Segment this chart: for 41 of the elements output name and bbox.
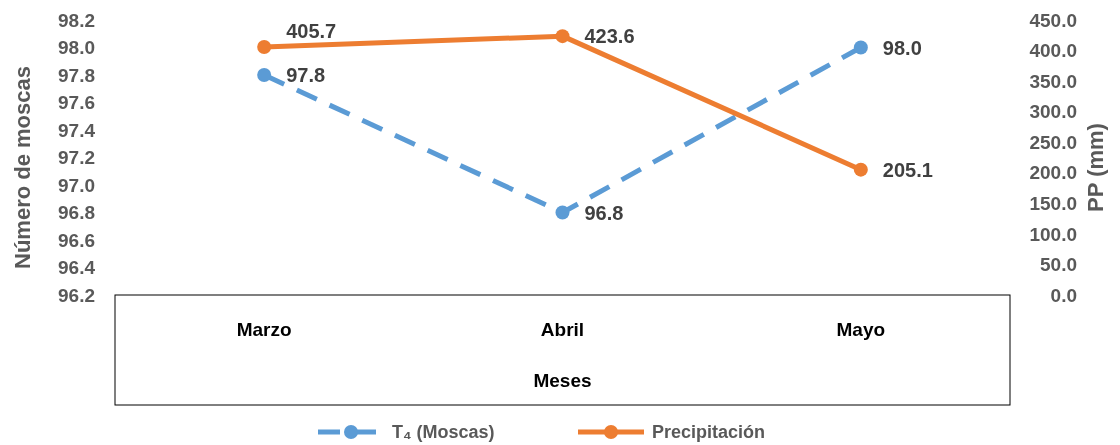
- y2-tick-label: 200.0: [1029, 162, 1077, 184]
- x-tick-label: Marzo: [236, 319, 292, 340]
- data-label: 98.0: [882, 36, 922, 59]
- data-label: 97.8: [286, 64, 326, 86]
- y2-tick-label: 350.0: [1029, 70, 1077, 92]
- y2-axis-title: PP (mm): [1083, 123, 1108, 212]
- point: [853, 40, 868, 55]
- y2-tick-label: 250.0: [1029, 131, 1077, 153]
- y-tick-label: 97.8: [58, 64, 95, 86]
- y-tick-label: 98.2: [58, 9, 95, 31]
- y2-tick-label: 150.0: [1029, 192, 1077, 214]
- x-axis-title: Meses: [533, 370, 592, 391]
- data-label: 405.7: [286, 20, 337, 43]
- data-label: 205.1: [882, 158, 933, 181]
- y2-tick-label: 300.0: [1029, 101, 1077, 123]
- point: [555, 29, 570, 44]
- y2-tick-label: 400.0: [1029, 40, 1077, 62]
- y-tick-label: 98.0: [58, 37, 95, 59]
- x-tick-label: Mayo: [836, 319, 886, 340]
- y-tick-label: 96.2: [58, 284, 95, 306]
- point: [555, 205, 570, 220]
- y-tick-label: 97.6: [58, 92, 95, 114]
- data-label: 423.6: [584, 25, 635, 48]
- x-tick-label: Abril: [540, 319, 585, 340]
- y-tick-label: 96.6: [58, 229, 95, 251]
- y2-tick-label: 50.0: [1040, 254, 1077, 276]
- data-label: 96.8: [584, 201, 624, 224]
- y-tick-label: 96.4: [58, 257, 96, 279]
- point: [257, 40, 272, 55]
- point: [853, 162, 868, 177]
- y-tick-label: 96.8: [58, 202, 95, 224]
- y2-tick-label: 450.0: [1029, 9, 1077, 31]
- y-tick-label: 97.0: [58, 174, 95, 196]
- point: [257, 68, 272, 82]
- legend-label: Precipitación: [652, 422, 766, 443]
- y-tick-label: 97.2: [58, 147, 95, 169]
- y2-tick-label: 100.0: [1029, 223, 1077, 245]
- y2-tick-label: 0.0: [1050, 284, 1077, 306]
- y-tick-label: 97.4: [58, 119, 96, 141]
- legend-label: T₄ (Moscas): [392, 422, 495, 443]
- y-axis-title: Número de moscas: [10, 66, 35, 269]
